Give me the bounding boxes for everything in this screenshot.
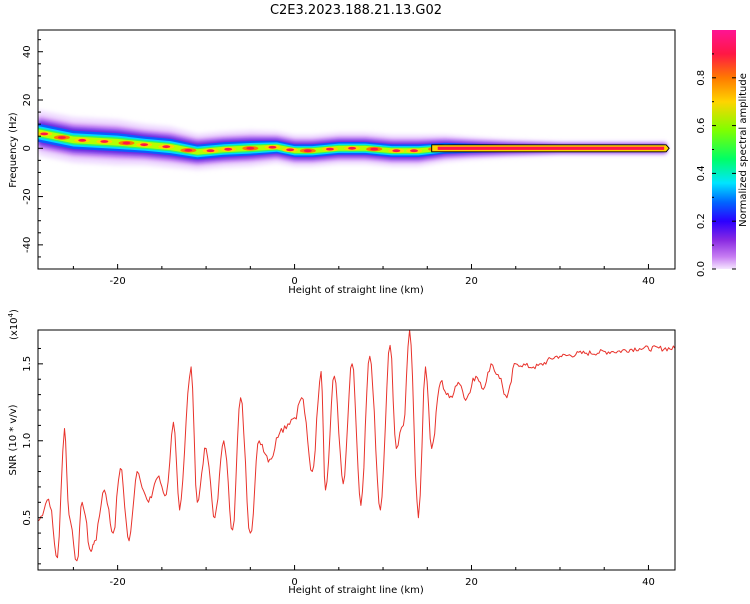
spectrogram-hotspot-core	[162, 145, 171, 149]
spectrogram-x-tick-label: 40	[642, 276, 655, 287]
snr-x-tick-label: 0	[291, 577, 297, 588]
snr-y-tick-label: 1.0	[22, 433, 33, 449]
spectrogram-hotspot-core	[40, 132, 49, 136]
figure-title: C2E3.2023.188.21.13.G02	[270, 3, 442, 18]
snr-multiplier: (x104)	[7, 309, 20, 340]
spectrogram-panel: -20 0 20 40 -40 -20 0 20 40 Height of straight …	[8, 29, 676, 296]
snr-frame	[37, 329, 676, 571]
snr-plot-area	[38, 330, 675, 570]
colorbar-label: Normalized spectral amplitude	[738, 73, 749, 227]
spectrogram-y-tick-label: -20	[22, 188, 33, 204]
spectrogram-x-label: Height of straight line (km)	[288, 285, 424, 296]
snr-y-tick-label: 1.5	[22, 356, 33, 372]
spectrogram-hotspot-core	[78, 138, 87, 142]
spectrogram-hotspot-core	[184, 148, 193, 152]
snr-series-line	[38, 330, 675, 562]
spectrogram-y-ticks: -40 -20 0 20 40	[22, 39, 43, 270]
spectrogram-hotspot-core	[122, 141, 131, 145]
colorbar-ticks: 0.0 0.2 0.4 0.6 0.8	[696, 53, 736, 277]
snr-y-label: SNR (10 * v/v)	[8, 404, 19, 475]
snr-panel: -20 0 20 40 0.5 1.0 1.5 Height of straight li…	[7, 309, 676, 596]
snr-y-ticks: 0.5 1.0 1.5	[22, 347, 43, 565]
snr-x-tick-label: 40	[642, 577, 655, 588]
spectrogram-y-tick-label: -40	[22, 237, 33, 253]
snr-multiplier-base: (x10	[9, 317, 20, 340]
spectrogram-hotspot-core	[410, 149, 419, 153]
snr-multiplier-exp: 4	[7, 312, 15, 317]
spectrogram-hotspot-core	[268, 145, 277, 149]
spectrogram-hotspot-core	[224, 147, 233, 151]
spectrogram-y-tick-label: 20	[22, 94, 33, 107]
colorbar-tick-label: 0.0	[696, 261, 707, 277]
spectrogram-hotspot-core	[392, 149, 401, 153]
spectrogram-x-tick-label: 0	[291, 276, 297, 287]
spectrogram-x-tick-label: 20	[465, 276, 478, 287]
spectrogram-track-core	[437, 146, 665, 150]
snr-x-tick-label: 20	[465, 577, 478, 588]
spectrogram-hotspot-core	[140, 143, 149, 147]
snr-y-tick-label: 0.5	[22, 510, 33, 526]
spectrogram-hotspot-core	[100, 140, 109, 143]
spectrogram-hotspot-core	[325, 147, 334, 151]
spectrogram-hotspot-core	[370, 147, 379, 151]
spectrogram-y-tick-label: 40	[22, 45, 33, 58]
colorbar: 0.0 0.2 0.4 0.6 0.8 Normalized spectral ampl…	[696, 30, 749, 277]
spectrogram-y-tick-label: 0	[22, 145, 33, 151]
colorbar-tick-label: 0.8	[696, 70, 707, 86]
spectrogram-hotspot-core	[206, 149, 215, 153]
svg-text:(x104): (x104)	[7, 309, 20, 340]
snr-x-label: Height of straight line (km)	[288, 585, 424, 596]
colorbar-tick-label: 0.6	[696, 118, 707, 134]
snr-x-tick-label: -20	[109, 577, 125, 588]
spectrogram-hotspot-core	[286, 148, 295, 152]
snr-x-ticks: -20 0 20 40	[72, 565, 655, 588]
colorbar-tick-label: 0.4	[696, 165, 707, 181]
spectrogram-hotspot-core	[57, 136, 66, 139]
colorbar-tick-label: 0.2	[696, 213, 707, 229]
spectrogram-x-tick-label: -20	[109, 276, 125, 287]
spectrogram-x-ticks: -20 0 20 40	[72, 264, 655, 287]
spectrogram-hotspot-core	[246, 146, 255, 150]
spectrogram-y-label: Frequency (Hz)	[8, 112, 19, 188]
spectrogram-hotspot-core	[303, 149, 312, 153]
colorbar-gradient	[712, 30, 736, 269]
spectrogram-frame	[37, 29, 676, 270]
spectrogram-ridge	[38, 109, 670, 171]
spectrogram-hotspot-core	[348, 146, 357, 150]
snr-multiplier-close: )	[9, 309, 20, 313]
